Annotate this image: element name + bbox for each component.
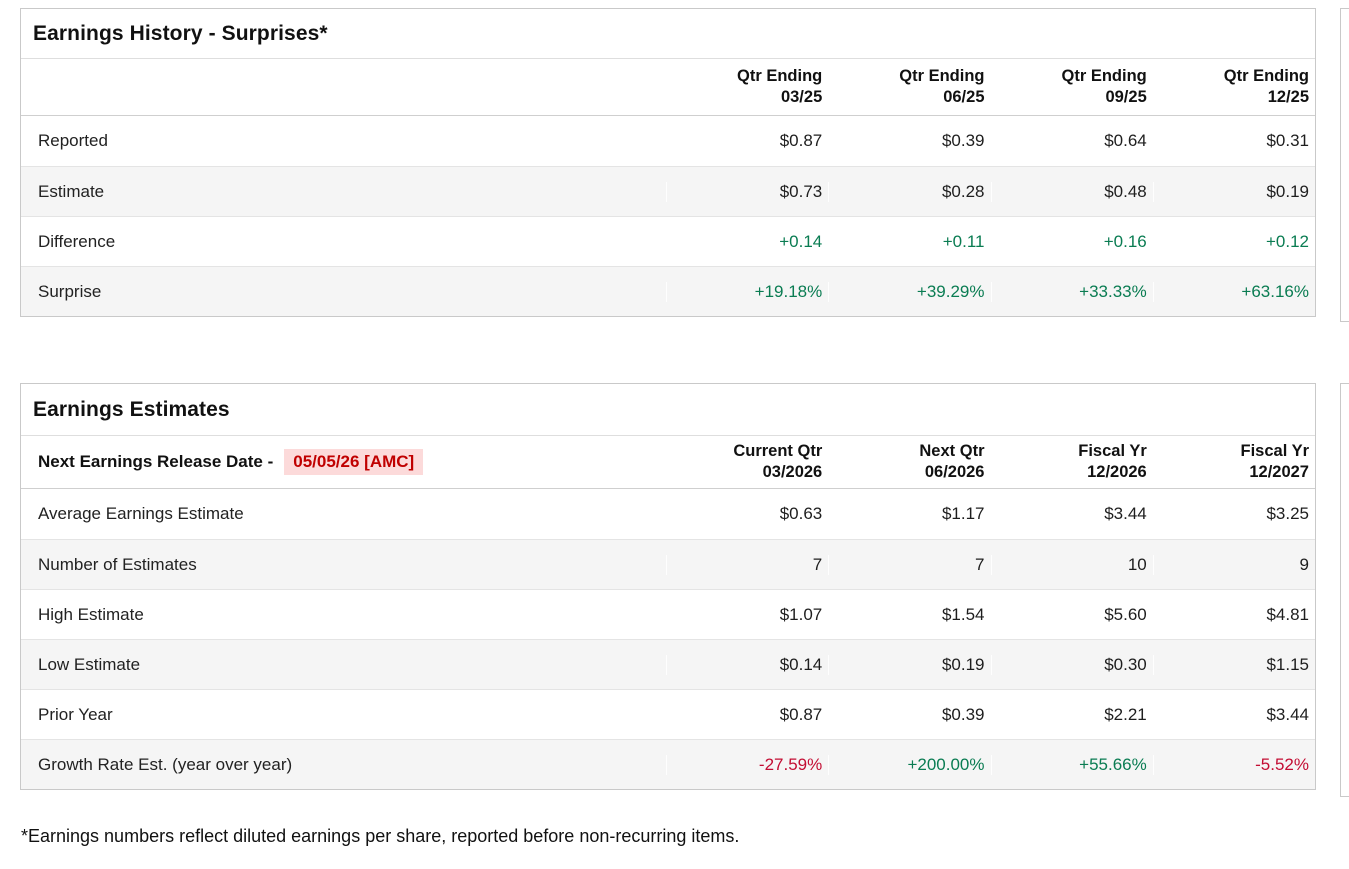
cell-value: +0.12 bbox=[1152, 231, 1315, 252]
row-label: High Estimate bbox=[38, 604, 144, 624]
cell-value: $0.19 bbox=[828, 654, 990, 675]
cell-value: $0.31 bbox=[1152, 131, 1315, 151]
col-header-line: 03/2026 bbox=[762, 463, 823, 481]
row-label: Surprise bbox=[38, 281, 102, 301]
col-header-line: 06/25 bbox=[943, 88, 985, 106]
cell-value: $2.21 bbox=[990, 704, 1153, 725]
cell-value: +39.29% bbox=[828, 281, 990, 302]
row-label: Number of Estimates bbox=[38, 554, 197, 574]
col-header-next-qtr: Next Qtr 06/2026 bbox=[828, 441, 990, 483]
table-row-high-estimate: High Estimate $1.07 $1.54 $5.60 $4.81 bbox=[21, 589, 1315, 639]
col-header-qtr-0625: Qtr Ending 06/25 bbox=[828, 66, 990, 108]
cell-value: +200.00% bbox=[828, 754, 990, 775]
row-label: Average Earnings Estimate bbox=[38, 504, 244, 523]
cell-value: $0.64 bbox=[990, 131, 1153, 151]
earnings-history-title-row: Earnings History - Surprises* bbox=[21, 9, 1315, 59]
earnings-history-header-row: Qtr Ending 03/25 Qtr Ending 06/25 Qtr En… bbox=[21, 59, 1315, 116]
cell-value: +0.16 bbox=[990, 231, 1153, 252]
col-header-line: 03/25 bbox=[780, 88, 823, 106]
cell-value: +0.14 bbox=[666, 231, 828, 252]
adjacent-card-edge-bottom bbox=[1340, 383, 1349, 797]
table-row-number-of-estimates: Number of Estimates 7 7 10 9 bbox=[21, 539, 1315, 589]
cell-value: -27.59% bbox=[666, 754, 828, 775]
next-earnings-release-label: Next Earnings Release Date - bbox=[38, 452, 274, 471]
cell-value: $3.44 bbox=[990, 504, 1153, 524]
row-label: Growth Rate Est. (year over year) bbox=[38, 754, 293, 774]
cell-value: $0.73 bbox=[666, 181, 828, 202]
cell-value: $0.48 bbox=[990, 181, 1153, 202]
col-header-line: 09/25 bbox=[1105, 88, 1147, 106]
col-header-line: Qtr Ending bbox=[1061, 67, 1147, 85]
cell-value: $3.25 bbox=[1152, 504, 1315, 524]
cell-value: +19.18% bbox=[666, 281, 828, 302]
cell-value: $1.17 bbox=[828, 504, 990, 524]
row-label: Prior Year bbox=[38, 704, 113, 724]
row-label: Difference bbox=[38, 231, 116, 251]
cell-value: $3.44 bbox=[1152, 704, 1315, 725]
cell-value: $0.87 bbox=[666, 704, 828, 725]
row-label: Low Estimate bbox=[38, 654, 141, 674]
earnings-estimates-header-row: Next Earnings Release Date - 05/05/26 [A… bbox=[21, 436, 1315, 489]
col-header-fiscal-yr-2027: Fiscal Yr 12/2027 bbox=[1152, 441, 1315, 483]
next-earnings-release: Next Earnings Release Date - 05/05/26 [A… bbox=[21, 449, 666, 475]
cell-value: $4.81 bbox=[1152, 604, 1315, 625]
col-header-current-qtr: Current Qtr 03/2026 bbox=[666, 441, 828, 483]
earnings-history-card: Earnings History - Surprises* Qtr Ending… bbox=[20, 8, 1316, 317]
table-row-growth-rate: Growth Rate Est. (year over year) -27.59… bbox=[21, 739, 1315, 789]
cell-value: 7 bbox=[666, 554, 828, 575]
next-earnings-date: 05/05/26 [AMC] bbox=[284, 449, 424, 475]
table-row-prior-year: Prior Year $0.87 $0.39 $2.21 $3.44 bbox=[21, 689, 1315, 739]
cell-value: 7 bbox=[828, 554, 990, 575]
col-header-line: Current Qtr bbox=[733, 442, 823, 460]
cell-value: $0.19 bbox=[1152, 181, 1315, 202]
table-row-difference: Difference +0.14 +0.11 +0.16 +0.12 bbox=[21, 216, 1315, 266]
earnings-footnote: *Earnings numbers reflect diluted earnin… bbox=[21, 826, 740, 846]
cell-value: +0.11 bbox=[828, 231, 990, 252]
earnings-estimates-card: Earnings Estimates Next Earnings Release… bbox=[20, 383, 1316, 790]
cell-value: 10 bbox=[990, 554, 1153, 575]
col-header-line: Qtr Ending bbox=[737, 67, 823, 85]
cell-value: $0.39 bbox=[828, 131, 990, 151]
cell-value: $1.07 bbox=[666, 604, 828, 625]
col-header-qtr-1225: Qtr Ending 12/25 bbox=[1152, 66, 1315, 108]
col-header-line: Fiscal Yr bbox=[1078, 442, 1147, 460]
cell-value: $5.60 bbox=[990, 604, 1153, 625]
cell-value: $0.63 bbox=[666, 504, 828, 524]
cell-value: $0.14 bbox=[666, 654, 828, 675]
adjacent-card-edge-top bbox=[1340, 8, 1349, 322]
col-header-fiscal-yr-2026: Fiscal Yr 12/2026 bbox=[990, 441, 1153, 483]
table-row-average-estimate: Average Earnings Estimate $0.63 $1.17 $3… bbox=[21, 489, 1315, 539]
cell-value: $0.39 bbox=[828, 704, 990, 725]
table-row-reported: Reported $0.87 $0.39 $0.64 $0.31 bbox=[21, 116, 1315, 166]
earnings-estimates-title-row: Earnings Estimates bbox=[21, 384, 1315, 436]
col-header-line: 06/2026 bbox=[924, 463, 985, 481]
col-header-line: 12/2026 bbox=[1087, 463, 1147, 481]
row-label: Reported bbox=[38, 131, 108, 150]
col-header-line: Fiscal Yr bbox=[1240, 442, 1310, 460]
cell-value: +55.66% bbox=[990, 754, 1153, 775]
table-row-low-estimate: Low Estimate $0.14 $0.19 $0.30 $1.15 bbox=[21, 639, 1315, 689]
earnings-estimates-title: Earnings Estimates bbox=[33, 397, 230, 421]
col-header-qtr-0325: Qtr Ending 03/25 bbox=[666, 66, 828, 108]
cell-value: +63.16% bbox=[1152, 281, 1315, 302]
cell-value: $0.87 bbox=[666, 131, 828, 151]
cell-value: 9 bbox=[1152, 554, 1315, 575]
table-row-surprise: Surprise +19.18% +39.29% +33.33% +63.16% bbox=[21, 266, 1315, 316]
earnings-history-title: Earnings History - Surprises* bbox=[33, 21, 328, 45]
cell-value: $1.54 bbox=[828, 604, 990, 625]
cell-value: $1.15 bbox=[1152, 654, 1315, 675]
col-header-line: Qtr Ending bbox=[1223, 67, 1309, 85]
row-label: Estimate bbox=[38, 181, 105, 201]
col-header-line: Next Qtr bbox=[919, 442, 985, 460]
col-header-line: 12/25 bbox=[1267, 88, 1309, 106]
col-header-line: 12/2027 bbox=[1249, 463, 1309, 481]
cell-value: $0.30 bbox=[990, 654, 1153, 675]
cell-value: $0.28 bbox=[828, 181, 990, 202]
col-header-qtr-0925: Qtr Ending 09/25 bbox=[990, 66, 1153, 108]
table-row-estimate: Estimate $0.73 $0.28 $0.48 $0.19 bbox=[21, 166, 1315, 216]
cell-value: +33.33% bbox=[990, 281, 1153, 302]
col-header-line: Qtr Ending bbox=[899, 67, 985, 85]
cell-value: -5.52% bbox=[1152, 754, 1315, 775]
